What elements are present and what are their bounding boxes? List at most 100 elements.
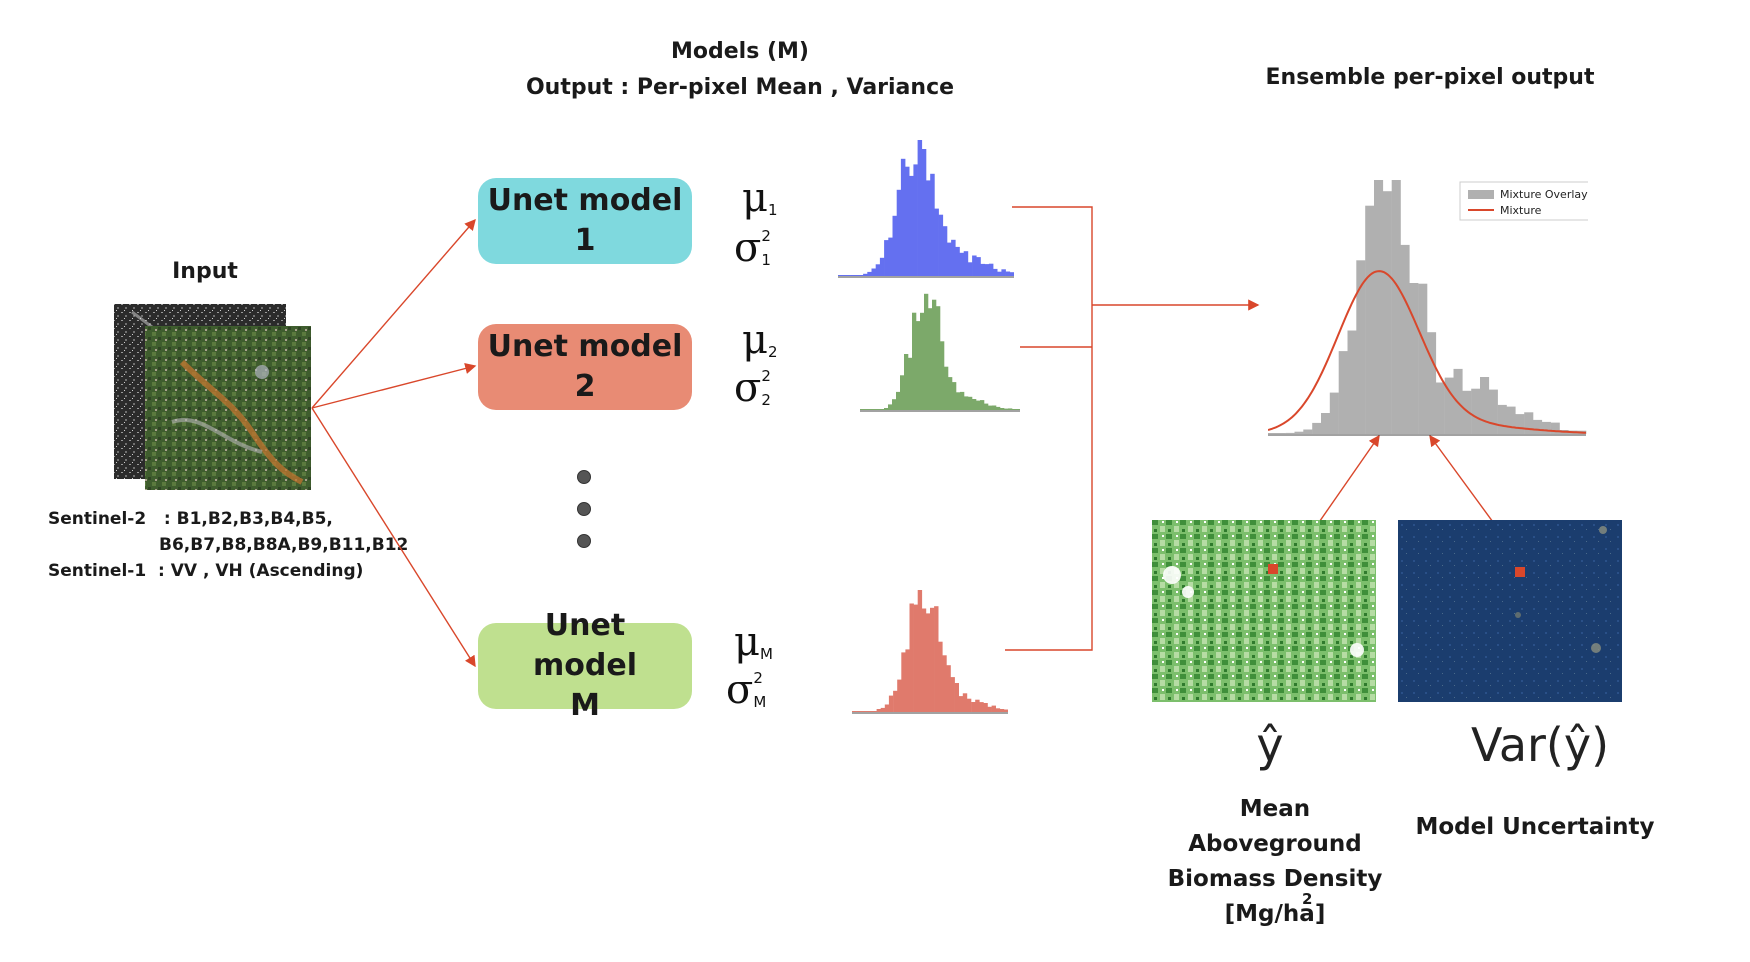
model-2-histogram-bar — [864, 409, 869, 410]
ellipsis-dot-2 — [577, 502, 591, 516]
mu-m-glyph: μ — [734, 619, 760, 665]
model-1-histogram-bar — [913, 164, 918, 276]
model-2-histogram-bar — [952, 382, 957, 410]
mu-1-subscript: 1 — [768, 201, 778, 220]
mu-2-glyph: μ — [742, 317, 768, 363]
model-m-histogram-bar — [864, 711, 869, 712]
model-1-histogram-bar — [1009, 272, 1014, 276]
model-2-histogram-bar — [924, 293, 929, 410]
models-subtitle: Output : Per-pixel Mean , Variance — [525, 75, 955, 100]
legend-bar-swatch — [1468, 190, 1494, 199]
model-1-histogram-bar — [955, 246, 960, 276]
model-m-histogram-bar — [946, 665, 951, 712]
model-2-histogram-bar — [972, 399, 977, 410]
mixture-histogram-bar — [1347, 330, 1357, 434]
model-2-histogram-bar — [996, 406, 1001, 410]
model-1-histogram-bar — [842, 275, 847, 276]
mixture-histogram-bar — [1400, 244, 1410, 434]
model-m-histogram-bar — [950, 677, 955, 712]
mu-1-glyph: μ — [742, 175, 768, 221]
model-1-histogram-bar — [850, 275, 856, 276]
legend-item-mixture: Mixture — [1500, 204, 1542, 217]
model-2-histogram-bar — [960, 391, 965, 410]
unet-model-m-box[interactable]: Unet model M — [478, 608, 692, 723]
model-2-histogram-bar — [968, 396, 973, 410]
mixture-histogram-bar — [1276, 433, 1286, 434]
model-1-histogram-bar — [942, 226, 948, 276]
sigma-m-superscript: 2 — [753, 669, 763, 687]
model-1-histogram-bar — [988, 263, 994, 276]
model-1-histogram-bar — [863, 273, 868, 276]
legend-item-overlay: Mixture Overlay — [1500, 188, 1588, 201]
model-m-histogram-bar — [938, 641, 943, 712]
model-2-histogram-bar — [984, 403, 989, 410]
mixture-histogram-bar — [1497, 404, 1507, 434]
model-1-histogram-bar — [934, 208, 939, 276]
model-1-histogram-bar — [947, 242, 952, 276]
sigma-1-subscript: 1 — [761, 251, 771, 269]
model-1-histogram-bar — [900, 158, 906, 276]
model-m-histogram-bar — [876, 709, 881, 712]
uncertainty-map-pixel-marker — [1515, 567, 1525, 577]
model-1-histogram-bar — [921, 149, 927, 276]
sigma-m-subscript: M — [753, 693, 767, 711]
model-m-histogram-bar — [942, 655, 947, 712]
model-2-histogram-bar — [908, 357, 913, 410]
sentinel2-image — [145, 326, 311, 490]
model-2-histogram-bar — [888, 404, 893, 410]
model-2-histogram-bar — [904, 354, 909, 410]
sigma-2-subscript: 2 — [761, 391, 771, 409]
mixture-histogram-bar — [1462, 390, 1472, 434]
model-2-histogram-bar — [880, 409, 885, 410]
model-2-histogram-bar — [948, 377, 953, 410]
model-1-histogram-bar — [963, 251, 969, 276]
model-2-histogram-bar — [868, 409, 873, 410]
models-title: Models (M) — [671, 39, 809, 64]
model-m-histogram-bar — [979, 702, 984, 712]
model-m-histogram-bar — [962, 693, 968, 712]
sigma-2-superscript: 2 — [761, 367, 771, 385]
model-2-histogram-bar — [1012, 409, 1017, 410]
model-2-histogram-bar — [872, 409, 877, 410]
model-2-histogram-bar — [964, 396, 969, 410]
model-1-histogram-bar — [959, 252, 964, 276]
model-1-histogram-bar — [984, 264, 990, 276]
model-1-histogram-bar — [926, 180, 931, 276]
mean-biomass-map[interactable] — [1152, 520, 1376, 702]
model-2-histogram-bar — [956, 392, 961, 410]
model-m-histogram-bar — [872, 711, 877, 712]
model-2-histogram-bar — [1016, 409, 1020, 410]
model-1-histogram-bar — [1005, 271, 1011, 276]
sentinel2-bands: Sentinel-2 : B1,B2,B3,B4,B5, — [48, 509, 333, 529]
model-m-histogram-bar — [884, 704, 890, 712]
ensemble-title: Ensemble per-pixel output — [1265, 65, 1595, 90]
model-m-histogram-bar — [999, 709, 1005, 712]
model-m-histogram-bar — [880, 707, 886, 712]
model-m-histogram-bar — [860, 711, 865, 712]
mixture-histogram-bar — [1524, 412, 1534, 434]
model-2-histogram-bar — [896, 391, 901, 410]
model-1-histogram-bar — [951, 239, 956, 276]
unet-model-2-box[interactable]: Unet model 2 — [478, 324, 692, 410]
mixture-curve — [1268, 270, 1587, 434]
uncertainty-map[interactable] — [1398, 520, 1622, 702]
unet-model-1-box[interactable]: Unet model 1 — [478, 178, 692, 264]
model-1-histogram-bar — [997, 271, 1002, 276]
model-1-histogram-bar — [972, 255, 977, 276]
mixture-histogram-bar — [1550, 422, 1560, 434]
mixture-histogram-bar — [1356, 260, 1366, 434]
uncertainty-caption: Model Uncertainty — [1415, 814, 1655, 840]
mixture-histogram-bar — [1382, 191, 1392, 434]
model-1-histogram-bar — [875, 264, 881, 276]
mixture-histogram-bar — [1303, 429, 1313, 434]
model-2-histogram-bar — [992, 405, 997, 410]
mixture-legend: Mixture Overlay Mixture — [1459, 181, 1588, 221]
unet-model-m-label: Unet model M — [533, 608, 637, 723]
model-2-histogram-bar — [884, 408, 889, 410]
unet-model-2-label: Unet model 2 — [487, 329, 683, 404]
sigma-m-glyph: σ — [726, 667, 754, 713]
mixture-histogram-bar — [1338, 351, 1348, 434]
